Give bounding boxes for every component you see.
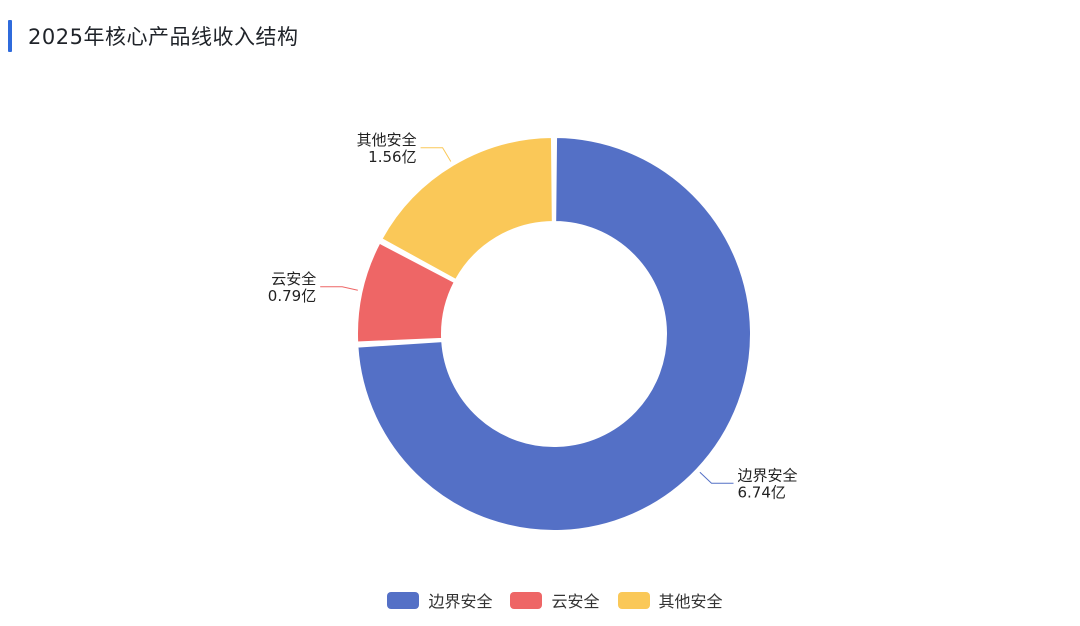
slice-value-label: 6.74亿 (737, 483, 785, 501)
chart-legend: 边界安全 云安全 其他安全 (0, 588, 1080, 612)
slice-value-label: 1.56亿 (368, 148, 416, 166)
legend-label: 其他安全 (658, 592, 723, 611)
slice-name-label: 云安全 (271, 270, 316, 288)
legend-swatch (617, 591, 650, 609)
donut-slice[interactable] (356, 241, 456, 344)
donut-slice[interactable] (356, 136, 752, 532)
slice-name-label: 边界安全 (737, 466, 797, 484)
legend-swatch (510, 591, 543, 609)
slice-name-label: 其他安全 (357, 131, 417, 149)
legend-item-cloud-security[interactable]: 云安全 (510, 588, 600, 612)
legend-item-other-security[interactable]: 其他安全 (617, 588, 723, 612)
chart-title-bar: 2025年核心产品线收入结构 (8, 20, 298, 52)
slice-value-label: 0.79亿 (268, 287, 316, 305)
donut-slice[interactable] (380, 136, 554, 282)
label-leader-line (699, 471, 734, 484)
title-accent-bar (8, 20, 12, 52)
chart-title: 2025年核心产品线收入结构 (28, 25, 299, 49)
legend-swatch (387, 591, 420, 609)
legend-label: 边界安全 (428, 592, 493, 611)
legend-label: 云安全 (551, 592, 600, 611)
label-leader-line (420, 147, 452, 162)
label-leader-line (320, 286, 358, 291)
legend-item-border-security[interactable]: 边界安全 (387, 588, 492, 612)
